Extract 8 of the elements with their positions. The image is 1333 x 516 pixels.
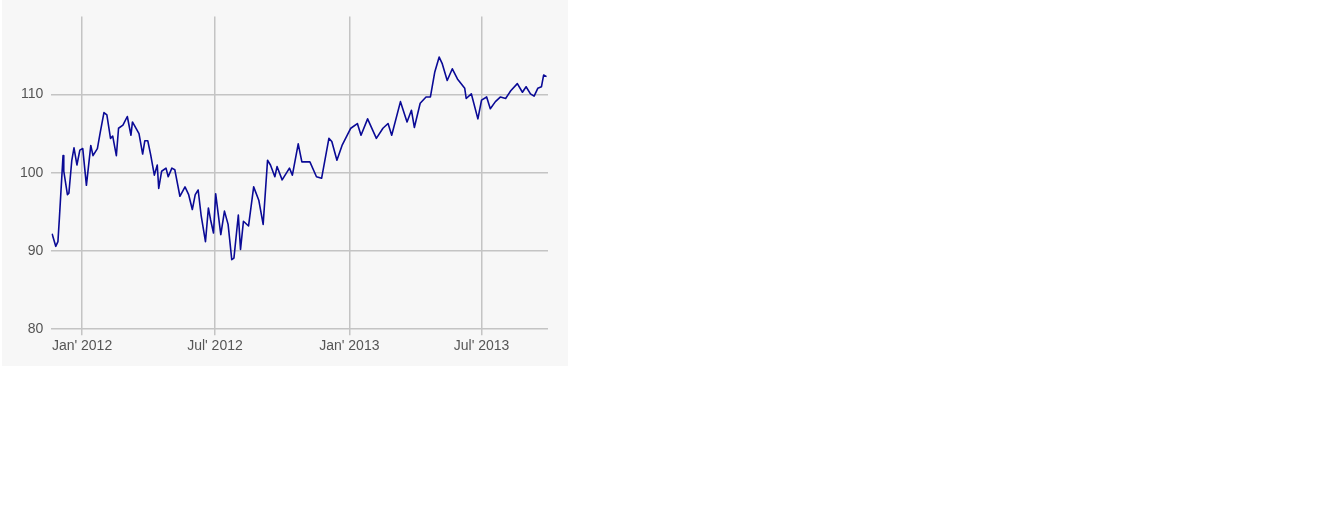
- y-tick-label: 90: [27, 241, 44, 258]
- y-tick-label: 110: [21, 85, 44, 102]
- x-tick-label: Jul' 2013: [453, 337, 510, 354]
- y-tick-label: 80: [27, 320, 44, 337]
- y-tick-label: 100: [20, 163, 44, 180]
- x-tick-label: Jul' 2012: [187, 337, 243, 354]
- x-tick-label: Jan' 2012: [51, 337, 113, 354]
- x-tick-label: Jan' 2013: [319, 337, 380, 354]
